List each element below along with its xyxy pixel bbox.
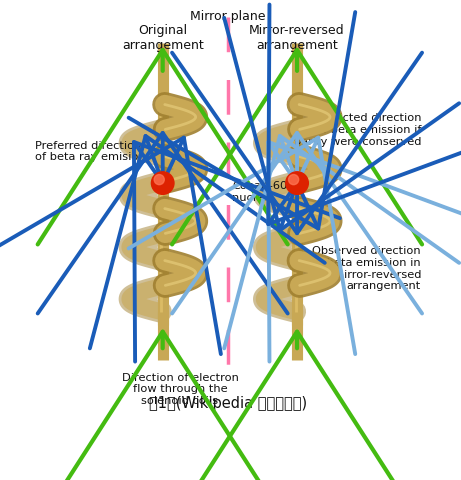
Text: Predicted direction
of beta emission if
parity were conserved: Predicted direction of beta emission if … <box>294 113 421 146</box>
Circle shape <box>289 175 299 185</box>
Text: Original
arrangement: Original arrangement <box>122 24 204 52</box>
Text: Preferred direction
of beta ray emision: Preferred direction of beta ray emision <box>35 141 146 163</box>
Circle shape <box>154 175 164 185</box>
Text: Direction of electron
flow through the
solenoid coils: Direction of electron flow through the s… <box>122 373 238 406</box>
Text: Mirror-reversed
arrangement: Mirror-reversed arrangement <box>249 24 345 52</box>
Circle shape <box>286 172 308 194</box>
Text: Cobalt-60
nuclei: Cobalt-60 nuclei <box>232 181 287 203</box>
Text: Mirror plane: Mirror plane <box>190 11 266 24</box>
Text: Observed direction
of beta emission in
mirror-reversed
arrangement: Observed direction of beta emission in m… <box>313 246 421 291</box>
Circle shape <box>151 172 174 194</box>
Text: 図1　(Wikipedia ウーの実験): 図1 (Wikipedia ウーの実験) <box>148 396 307 410</box>
